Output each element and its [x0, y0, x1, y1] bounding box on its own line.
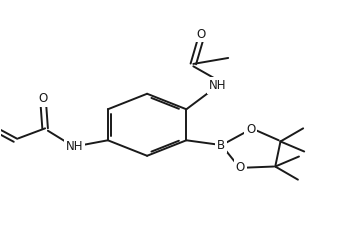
Text: B: B	[217, 138, 225, 151]
Text: O: O	[236, 161, 245, 174]
Text: NH: NH	[209, 79, 226, 92]
Text: NH: NH	[66, 140, 84, 153]
Text: O: O	[38, 92, 47, 105]
Text: O: O	[196, 28, 206, 41]
Text: O: O	[246, 123, 256, 136]
